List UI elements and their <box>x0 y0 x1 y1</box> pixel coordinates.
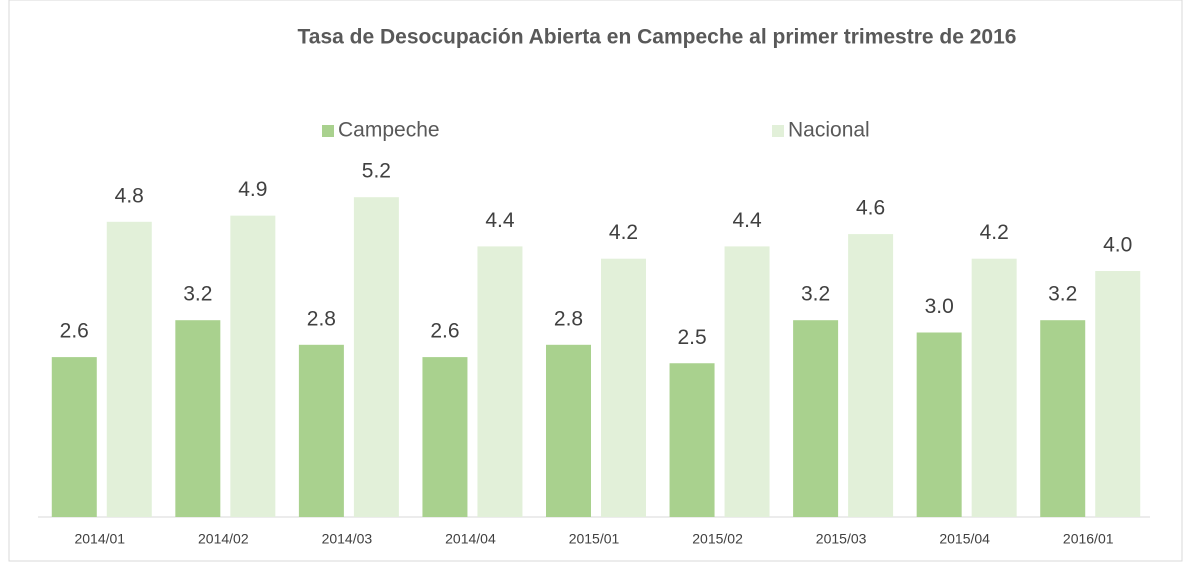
bar <box>916 332 962 517</box>
value-label: 3.2 <box>183 283 212 306</box>
x-tick-label: 2014/02 <box>198 531 249 547</box>
value-label: 2.5 <box>677 326 706 349</box>
value-label: 2.6 <box>430 320 459 343</box>
bar <box>601 258 646 517</box>
legend-label: Nacional <box>788 119 870 142</box>
bar <box>724 246 770 517</box>
x-tick-label: 2014/03 <box>322 531 373 547</box>
value-label: 4.2 <box>609 221 638 244</box>
x-tick-label: 2015/01 <box>569 531 620 547</box>
bar <box>669 363 715 517</box>
bar <box>546 344 591 517</box>
bar <box>971 258 1017 517</box>
bar <box>106 221 152 518</box>
bar <box>353 197 399 517</box>
value-label: 2.8 <box>307 307 336 330</box>
legend-swatch <box>322 125 334 137</box>
value-label: 4.9 <box>238 178 267 201</box>
value-label: 4.2 <box>980 221 1009 244</box>
value-label: 2.6 <box>60 320 89 343</box>
legend-swatch <box>772 125 784 137</box>
bar <box>298 344 344 517</box>
chart-title: Tasa de Desocupación Abierta en Campeche… <box>298 26 1017 49</box>
bar <box>51 357 97 517</box>
bar <box>422 357 468 517</box>
bar <box>1040 320 1086 517</box>
value-label: 3.2 <box>801 283 830 306</box>
value-label: 3.0 <box>925 295 954 318</box>
legend-label: Campeche <box>338 119 440 142</box>
bar <box>848 234 894 517</box>
x-tick-label: 2014/01 <box>74 531 125 547</box>
x-tick-label: 2015/03 <box>816 531 867 547</box>
chart-border <box>8 0 1183 562</box>
bar <box>230 215 276 517</box>
bar <box>175 320 221 517</box>
bar <box>1095 271 1141 517</box>
value-label: 4.8 <box>115 184 144 207</box>
value-label: 3.2 <box>1048 283 1077 306</box>
bar <box>477 246 523 517</box>
x-tick-label: 2014/04 <box>445 531 496 547</box>
value-label: 4.6 <box>856 197 885 220</box>
value-label: 5.2 <box>362 160 391 183</box>
x-tick-label: 2015/02 <box>692 531 743 547</box>
x-tick-label: 2016/01 <box>1063 531 1114 547</box>
value-label: 4.4 <box>485 209 515 232</box>
value-label: 4.4 <box>732 209 762 232</box>
value-label: 4.0 <box>1103 234 1132 257</box>
x-tick-label: 2015/04 <box>939 531 990 547</box>
value-label: 2.8 <box>554 307 583 330</box>
bar <box>793 320 839 517</box>
